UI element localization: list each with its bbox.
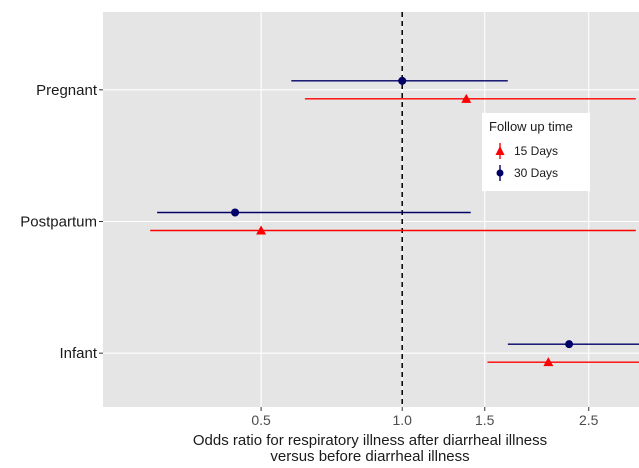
legend: Follow up time 15 Days 30 Days	[482, 113, 590, 191]
x-axis-title-line1: Odds ratio for respiratory illness after…	[193, 432, 547, 449]
x-axis: 0.5 1.0 1.5 2.5	[251, 407, 599, 428]
x-axis-title-line2: versus before diarrheal illness	[270, 448, 469, 463]
y-tick-label: Infant	[59, 345, 97, 362]
legend-label: 30 Days	[514, 166, 558, 180]
legend-key-marker	[496, 169, 504, 177]
y-tick-label: Pregnant	[36, 82, 98, 99]
x-tick-label: 2.5	[579, 412, 599, 428]
point-marker	[398, 76, 407, 85]
legend-label: 15 Days	[514, 144, 558, 158]
x-tick-label: 1.5	[475, 412, 495, 428]
plot-panel	[103, 12, 639, 407]
series-group	[150, 76, 639, 367]
y-tick-label: Postpartum	[20, 214, 97, 231]
point-marker	[461, 93, 472, 103]
y-axis: Pregnant Postpartum Infant	[20, 82, 103, 362]
legend-title: Follow up time	[489, 119, 573, 134]
x-tick-label: 1.0	[392, 412, 412, 428]
point-marker	[256, 225, 267, 235]
point-marker	[565, 340, 574, 349]
point-marker	[231, 208, 240, 217]
point-marker	[543, 357, 554, 367]
legend-key-marker	[495, 146, 505, 155]
x-tick-label: 0.5	[251, 412, 271, 428]
